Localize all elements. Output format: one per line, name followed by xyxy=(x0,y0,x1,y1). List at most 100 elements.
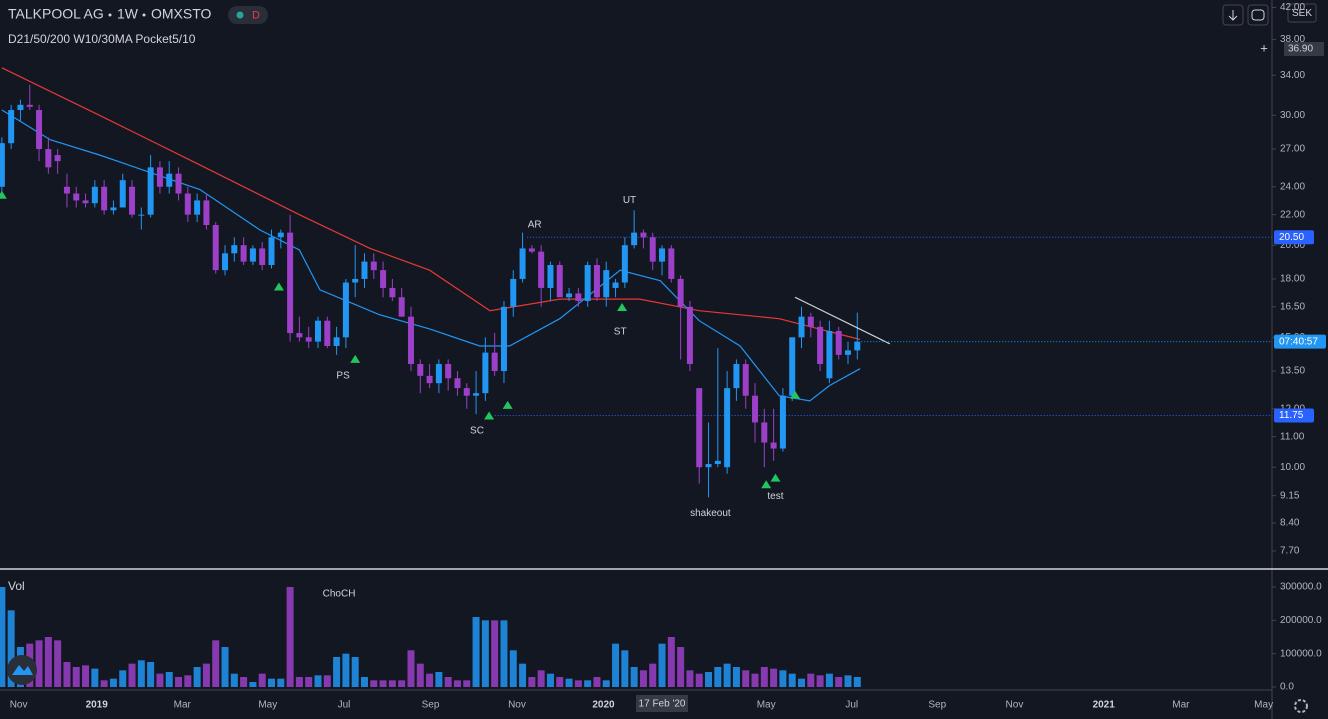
candle-body xyxy=(184,193,191,215)
candle-body xyxy=(779,395,786,449)
reset-icon xyxy=(1251,9,1265,21)
candle-body xyxy=(482,352,489,394)
currency-box[interactable] xyxy=(1287,3,1317,23)
candle-body xyxy=(407,316,414,365)
x-tick-label: 2020 xyxy=(592,700,615,711)
volume-bar xyxy=(825,673,833,687)
candle-body xyxy=(129,186,136,215)
candle-body xyxy=(389,287,396,298)
volume-bar xyxy=(342,653,350,687)
candle-body xyxy=(277,232,284,238)
candle-body xyxy=(17,104,24,111)
annotation: PS xyxy=(336,370,350,381)
candle-body xyxy=(166,173,173,187)
interval: 1W xyxy=(117,6,139,22)
y-tick-label: 34.00 xyxy=(1280,70,1305,81)
volume-bar xyxy=(314,675,322,687)
x-tick-label: 2019 xyxy=(86,700,109,711)
volume-bar xyxy=(686,670,694,687)
candle-body xyxy=(752,395,759,423)
volume-bar xyxy=(751,673,759,687)
volume-bar xyxy=(602,680,610,687)
candle-body xyxy=(556,264,563,298)
annotation: ChoCH xyxy=(323,589,356,600)
volume-bar xyxy=(63,662,71,687)
volume-bar xyxy=(835,677,843,687)
exchange: OMXSTO xyxy=(151,6,212,22)
candle-body xyxy=(668,248,675,279)
candle-body xyxy=(575,293,582,302)
candle-body xyxy=(854,341,861,351)
annotation: SC xyxy=(470,426,484,437)
candle-body xyxy=(538,251,545,288)
candle-body xyxy=(714,460,721,465)
x-tick-label: May xyxy=(258,700,277,711)
candle-body xyxy=(91,186,98,204)
volume-bar xyxy=(240,677,248,687)
candle-body xyxy=(45,149,52,168)
volume-bar xyxy=(844,675,852,687)
volume-bar xyxy=(667,637,675,687)
candle-body xyxy=(156,167,163,187)
candle-body xyxy=(370,261,377,271)
candle-body xyxy=(640,232,647,238)
volume-bar xyxy=(770,668,778,687)
level-label-box xyxy=(1274,230,1314,245)
volume-bar xyxy=(147,662,155,687)
candle-body xyxy=(54,155,61,162)
y-tick-label: 24.00 xyxy=(1280,181,1305,192)
candle-body xyxy=(761,422,768,443)
annotation: test xyxy=(767,491,783,502)
y-tick-label: 30.00 xyxy=(1280,110,1305,121)
candle-body xyxy=(26,104,33,107)
delay-badge: D xyxy=(252,9,260,21)
reset-button[interactable] xyxy=(1247,4,1269,26)
volume-bar xyxy=(268,678,276,687)
volume-bar xyxy=(72,667,80,687)
candle-body xyxy=(770,442,777,449)
candle-body xyxy=(696,388,703,468)
candle-body xyxy=(566,293,573,298)
volume-bar xyxy=(798,678,806,687)
volume-bar xyxy=(537,670,545,687)
volume-bar xyxy=(175,677,183,687)
volume-label: Vol xyxy=(8,579,25,593)
countdown-box xyxy=(1274,334,1326,349)
volume-bar xyxy=(360,677,368,687)
volume-bar xyxy=(519,663,527,687)
candle-body xyxy=(686,306,693,365)
volume-bar xyxy=(593,677,601,687)
signal-marker xyxy=(0,190,7,199)
x-tick-label: Jul xyxy=(338,700,351,711)
volume-bar xyxy=(649,663,657,687)
candle-body xyxy=(798,316,805,338)
candle-body xyxy=(222,253,229,271)
candle-body xyxy=(63,186,70,194)
settings-icon[interactable] xyxy=(1294,699,1308,713)
separator-dot xyxy=(142,13,146,17)
crosshair-plus: + xyxy=(1260,40,1268,55)
volume-bar xyxy=(249,682,257,687)
indicator-label: D21/50/200 W10/30MA Pocket5/10 xyxy=(8,32,196,46)
y-tick-label: 11.00 xyxy=(1280,431,1305,442)
volume-bar xyxy=(193,667,201,687)
candle-body xyxy=(528,248,535,252)
volume-bar xyxy=(472,617,480,687)
candle-body xyxy=(631,232,638,246)
candle-body xyxy=(8,110,15,144)
volume-bar xyxy=(351,657,359,687)
volume-bar xyxy=(705,672,713,687)
volume-bar xyxy=(379,680,387,687)
volume-bar xyxy=(407,650,415,687)
market-status-dot xyxy=(236,11,244,19)
volume-bar xyxy=(305,677,313,687)
volume-bar xyxy=(509,650,517,687)
scroll-button[interactable] xyxy=(1222,4,1244,26)
candle-body xyxy=(807,316,814,327)
candle-body xyxy=(473,393,480,396)
volume-bar xyxy=(286,587,294,687)
volume-bar xyxy=(574,680,582,687)
volume-bar xyxy=(165,672,173,687)
candle-body xyxy=(175,173,182,194)
